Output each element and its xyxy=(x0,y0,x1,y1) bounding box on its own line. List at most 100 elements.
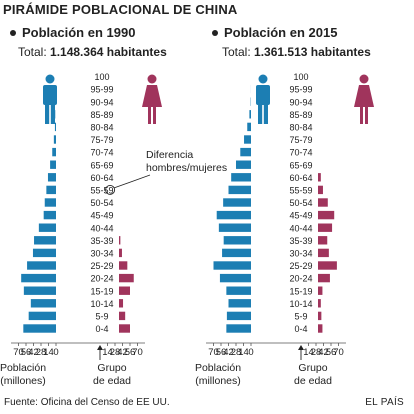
woman-icon xyxy=(354,74,374,124)
age-label-90-94: 90-94 xyxy=(289,97,312,107)
age-label-60-64: 60-64 xyxy=(289,173,312,183)
age-label-bg xyxy=(85,260,119,271)
man-icon xyxy=(256,74,270,124)
age-label-0-4: 0-4 xyxy=(294,324,307,334)
age-label-45-49: 45-49 xyxy=(289,211,312,221)
age-label-bg xyxy=(284,171,318,183)
age-label-bg xyxy=(85,323,119,334)
male-bar-85-89 xyxy=(249,110,251,119)
age-label-bg xyxy=(85,247,119,259)
man-icon xyxy=(43,74,57,124)
age-label-35-39: 35-39 xyxy=(289,236,312,246)
x-tick-label: 70 xyxy=(208,347,219,358)
male-bar-35-39 xyxy=(223,236,251,245)
x-tick-label: 70 xyxy=(13,347,24,358)
male-bar-15-19 xyxy=(23,286,56,295)
x-tick-label: 0 xyxy=(53,347,58,358)
x-tick-label: 0 xyxy=(248,347,253,358)
male-bar-20-24 xyxy=(219,273,251,283)
x-tick-label: 56 xyxy=(125,347,136,358)
male-bar-75-79 xyxy=(53,135,56,144)
pyramid-panel-1: 0-4 5-9 10-14 15-19 20-24 25-29 30-34 35-39 40-4… xyxy=(195,71,374,387)
x-tick-label: 28 xyxy=(110,347,121,358)
age-label-55-59: 55-59 xyxy=(90,186,113,196)
male-bar-10-14 xyxy=(228,299,251,308)
age-label-bg xyxy=(85,222,119,234)
age-label-bg xyxy=(85,108,119,120)
annotation-leader xyxy=(113,174,151,189)
age-label-bg xyxy=(85,272,119,284)
age-label-80-84: 80-84 xyxy=(289,123,312,133)
age-label-20-24: 20-24 xyxy=(289,274,312,284)
male-bar-45-49 xyxy=(216,210,251,220)
age-label-bg xyxy=(85,146,119,158)
age-label-25-29: 25-29 xyxy=(90,261,113,271)
woman-icon-dress xyxy=(142,85,162,107)
panel-1990-title-text: Población en 1990 xyxy=(22,25,136,40)
x-tick-label: 28 xyxy=(231,347,242,358)
chart-title: PIRÁMIDE POBLACIONAL DE CHINA xyxy=(3,2,238,17)
age-label-40-44: 40-44 xyxy=(90,223,113,233)
man-icon-torso xyxy=(43,85,57,105)
age-label-bg xyxy=(284,222,318,234)
man-icon-head xyxy=(258,74,268,84)
male-bar-40-44 xyxy=(38,223,56,232)
male-bar-15-19 xyxy=(226,286,251,295)
axis-pointer-arrow xyxy=(97,345,103,350)
woman-icon-head xyxy=(359,74,369,84)
age-label-65-69: 65-69 xyxy=(289,160,312,170)
age-label-bg xyxy=(284,197,318,208)
age-label-bg xyxy=(85,159,119,171)
age-label-bg xyxy=(284,285,318,297)
age-label-100: 100 xyxy=(94,72,109,82)
female-bar-25-29 xyxy=(301,261,337,270)
male-bar-0-4 xyxy=(226,324,251,333)
x-tick-label: 56 xyxy=(21,347,32,358)
x-tick-label: 14 xyxy=(43,347,54,358)
xlabel-left: Población xyxy=(0,362,46,374)
man-icon-leg-right xyxy=(50,104,55,124)
x-tick-label: 42 xyxy=(117,347,128,358)
x-tick-label: 42 xyxy=(223,347,234,358)
panel-2015-title-text: Población en 2015 xyxy=(224,25,338,40)
age-label-bg xyxy=(284,297,318,309)
age-label-75-79: 75-79 xyxy=(90,135,113,145)
age-label-5-9: 5-9 xyxy=(294,312,307,322)
annotation-text-line2: hombres/mujeres xyxy=(146,162,227,174)
male-bar-65-69 xyxy=(50,160,56,169)
panel-1990-total-value: 1.148.364 habitantes xyxy=(50,45,167,59)
age-label-bg xyxy=(284,146,318,158)
annotation-circle xyxy=(105,184,116,195)
age-label-35-39: 35-39 xyxy=(90,236,113,246)
age-label-15-19: 15-19 xyxy=(90,286,113,296)
male-bar-30-34 xyxy=(32,248,56,258)
age-label-bg xyxy=(284,121,318,133)
male-bar-70-74 xyxy=(52,147,56,157)
age-label-45-49: 45-49 xyxy=(90,211,113,221)
male-bar-55-59 xyxy=(228,185,251,195)
man-icon-leg-left xyxy=(45,104,50,124)
panel-2015-total: Total: 1.361.513 habitantes xyxy=(222,45,371,59)
age-label-50-54: 50-54 xyxy=(289,198,312,208)
age-label-95-99: 95-99 xyxy=(90,85,113,95)
age-label-15-19: 15-19 xyxy=(289,286,312,296)
male-bar-5-9 xyxy=(28,311,56,321)
x-tick-label: 14 xyxy=(238,347,249,358)
age-label-40-44: 40-44 xyxy=(289,223,312,233)
age-label-bg xyxy=(284,71,318,82)
age-label-bg xyxy=(284,209,318,221)
age-label-bg xyxy=(284,184,318,196)
age-label-75-79: 75-79 xyxy=(289,135,312,145)
age-label-85-89: 85-89 xyxy=(90,110,113,120)
age-label-bg xyxy=(85,171,119,183)
woman-icon-head xyxy=(147,74,157,84)
pyramid-panel-0: 0-4 5-9 10-14 15-19 20-24 25-29 30-34 35-39 40-4… xyxy=(0,71,227,387)
x-tick-label: 70 xyxy=(333,347,344,358)
bullet-icon xyxy=(10,29,16,36)
male-bar-10-14 xyxy=(30,299,56,308)
age-label-bg xyxy=(85,234,119,246)
panel-2015-total-value: 1.361.513 habitantes xyxy=(254,45,371,59)
age-label-bg xyxy=(85,184,119,196)
age-label-bg xyxy=(284,323,318,334)
